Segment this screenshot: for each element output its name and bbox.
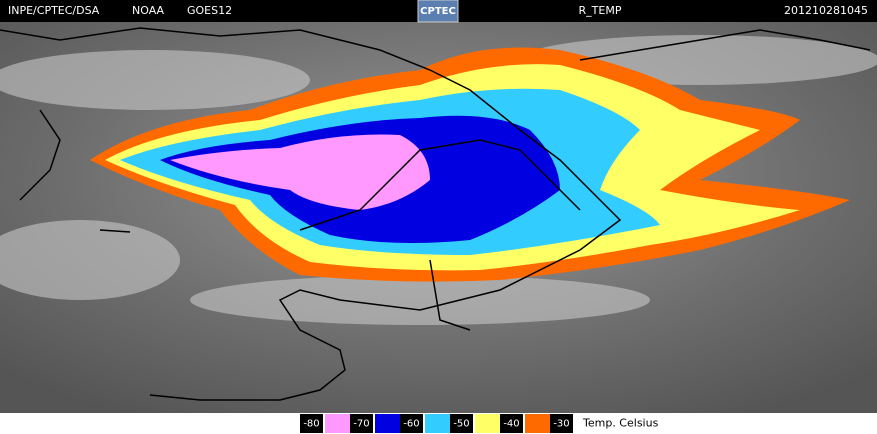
legend-swatch [425, 414, 450, 433]
legend-tick-box [500, 414, 523, 433]
legend-swatch [375, 414, 400, 433]
coastlines [0, 27, 871, 401]
legend-tick-box [450, 414, 473, 433]
legend-tick-label: -40 [503, 419, 519, 430]
legend-tick-label: -50 [453, 419, 469, 430]
legend-tick-box [350, 414, 373, 433]
legend-swatch [475, 414, 500, 433]
legend-tick-label: -70 [353, 419, 369, 430]
legend: -80 -70 -60 -50 -40 -30 Temp. Celsius [300, 414, 659, 433]
logo: CPTEC [420, 6, 456, 17]
legend-tick-label: -60 [403, 419, 419, 430]
legend-tick-label: -30 [553, 419, 569, 430]
storm-system [90, 47, 850, 282]
legend-tick-box [550, 414, 573, 433]
header-product: R_TEMP [579, 4, 622, 17]
legend-swatch [325, 414, 350, 433]
header-source: INPE/CPTEC/DSA [8, 4, 100, 17]
clouds [0, 35, 877, 325]
legend-tick-box [400, 414, 423, 433]
legend-swatch [525, 414, 550, 433]
logo-box [417, 0, 459, 23]
header-satellite: GOES12 [187, 4, 232, 17]
header-timestamp: 201210281045 [784, 4, 868, 17]
legend-unit: Temp. Celsius [582, 417, 659, 430]
legend-tick-box [300, 414, 323, 433]
header-agency: NOAA [132, 4, 165, 17]
legend-tick-label: -80 [303, 419, 319, 430]
